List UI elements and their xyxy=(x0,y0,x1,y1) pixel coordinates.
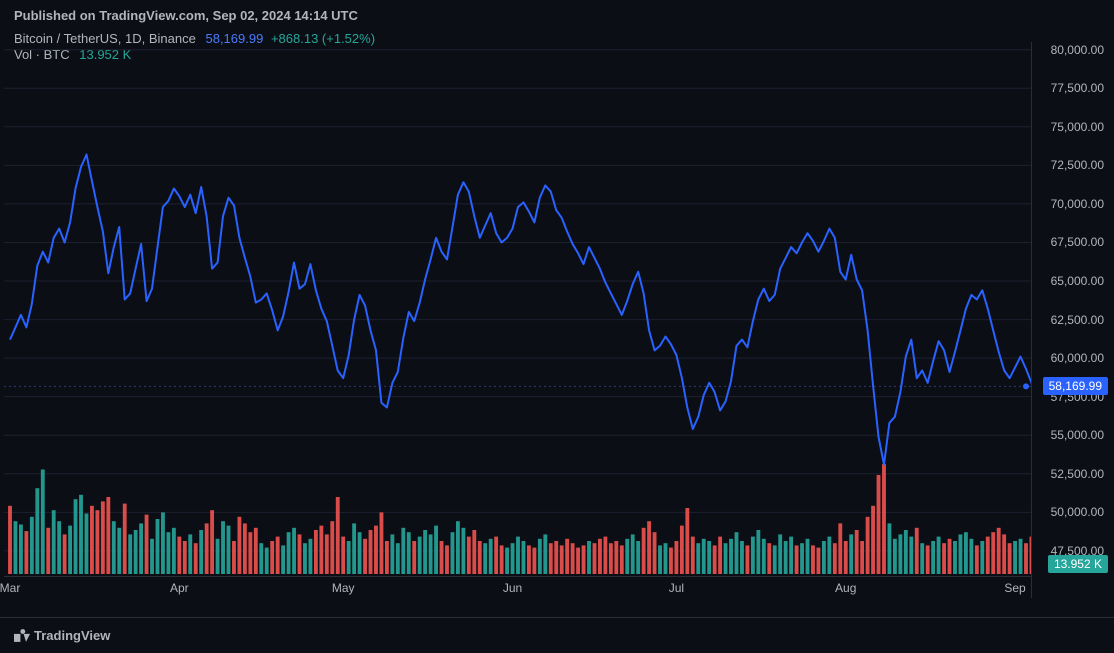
x-tick-label: Apr xyxy=(170,581,189,595)
chart-area[interactable] xyxy=(4,42,1032,574)
y-tick-label: 72,500.00 xyxy=(1051,158,1104,172)
tradingview-logo[interactable]: TradingView xyxy=(14,628,110,643)
y-tick-label: 75,000.00 xyxy=(1051,120,1104,134)
current-price-badge: 58,169.99 xyxy=(1043,377,1108,395)
y-tick-label: 62,500.00 xyxy=(1051,313,1104,327)
y-tick-label: 70,000.00 xyxy=(1051,197,1104,211)
x-tick-label: May xyxy=(332,581,355,595)
footer: TradingView xyxy=(0,617,1114,653)
y-tick-label: 52,500.00 xyxy=(1051,467,1104,481)
tradingview-label: TradingView xyxy=(34,628,110,643)
volume-badge: 13.952 K xyxy=(1048,555,1108,573)
y-tick-label: 60,000.00 xyxy=(1051,351,1104,365)
x-tick-label: Jul xyxy=(669,581,684,595)
publish-header: Published on TradingView.com, Sep 02, 20… xyxy=(0,0,1114,29)
x-tick-label: Sep xyxy=(1004,581,1025,595)
y-tick-label: 50,000.00 xyxy=(1051,505,1104,519)
x-axis: MarAprMayJunJulAugSep xyxy=(4,576,1032,598)
y-tick-label: 55,000.00 xyxy=(1051,428,1104,442)
x-tick-label: Jun xyxy=(503,581,522,595)
y-tick-label: 65,000.00 xyxy=(1051,274,1104,288)
tradingview-icon xyxy=(14,629,30,642)
y-tick-label: 67,500.00 xyxy=(1051,235,1104,249)
x-tick-label: Mar xyxy=(0,581,20,595)
y-tick-label: 77,500.00 xyxy=(1051,81,1104,95)
y-tick-label: 80,000.00 xyxy=(1051,43,1104,57)
price-chart-svg xyxy=(4,42,1032,574)
x-tick-label: Aug xyxy=(835,581,856,595)
y-axis: 80,000.00 77,500.00 75,000.00 72,500.00 70,0… xyxy=(1032,42,1114,574)
